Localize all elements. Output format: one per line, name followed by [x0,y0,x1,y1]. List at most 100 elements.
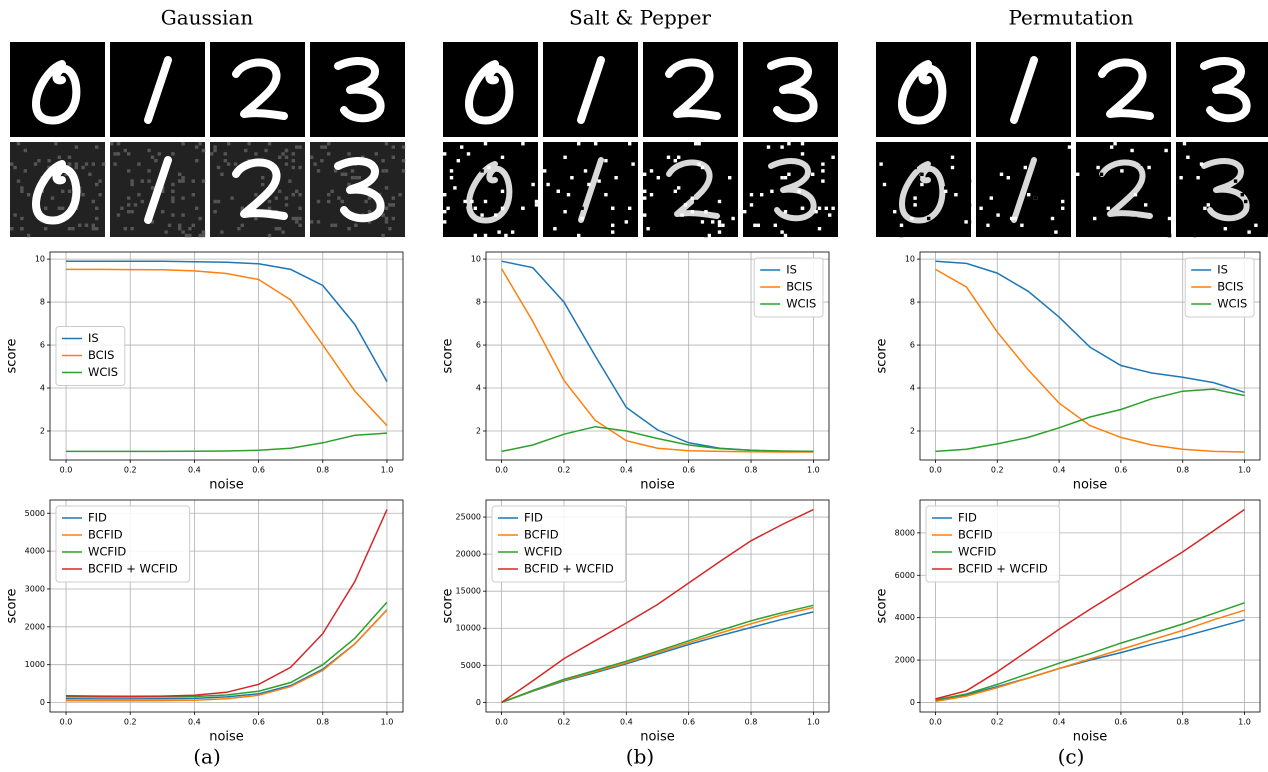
noise-pixel [320,159,324,163]
noise-pixel [1130,223,1134,227]
legend-label: IS [1217,263,1228,277]
noise-pixel [123,148,127,153]
noise-pixel [198,216,202,221]
noise-pixel [254,216,258,221]
noise-pixel [717,230,722,234]
noise-pixel [456,159,460,163]
noise-pixel [1189,142,1193,146]
legend-label: BCFID + WCFID [88,562,178,576]
digit-stroke [1200,57,1251,123]
noise-pixel [783,148,788,153]
x-tick-label: 1.0 [1238,718,1251,727]
noise-pixel [181,230,185,234]
legend-label: BCIS [1217,280,1243,294]
noise-pixel [643,162,647,166]
noise-pixel [760,142,764,146]
noise-pixel [316,199,321,204]
noise-pixel [213,199,217,204]
noise-pixel [694,199,698,204]
noise-pixel [288,179,292,183]
noise-pixel [920,213,924,217]
noise-pixel [254,193,258,197]
noise-pixel [127,196,131,200]
noise-pixel [573,159,577,163]
noise-pixel [690,193,694,197]
noise-pixel [264,148,268,153]
noise-pixel [1096,165,1100,170]
noise-pixel [514,230,518,234]
noise-pixel [1093,216,1097,221]
noise-pixel [766,145,771,149]
noise-pixel [150,220,155,224]
noise-pixel [181,142,185,146]
y-tick-label: 6 [910,341,915,350]
noise-pixel [98,193,102,197]
noise-pixel [483,159,488,163]
noise-pixel [127,210,131,214]
y-tick-label: 2 [910,426,915,435]
noise-pixel [123,227,127,231]
noise-pixel [1213,152,1217,156]
noise-pixel [13,213,17,217]
digit-image [110,142,206,238]
noise-pixel [449,169,454,173]
noise-pixel [1089,159,1093,163]
noise-pixel [993,196,997,200]
noise-pixel [74,145,78,149]
noise-pixel [67,189,72,193]
digit-image [543,42,638,137]
noise-pixel [1254,223,1258,227]
noise-pixel [1186,155,1190,159]
noise-pixel [643,213,647,217]
noise-pixel [483,199,488,204]
noise-pixel [95,145,99,149]
noise-pixel [724,145,728,149]
noise-pixel [500,189,505,193]
noise-pixel [181,179,185,183]
noise-pixel [899,220,904,224]
legend-box [753,257,824,318]
noise-pixel [240,206,244,210]
digit-stroke [32,160,81,225]
noise-pixel [240,223,244,227]
noise-pixel [954,193,958,197]
noise-pixel [384,216,389,221]
series-line [935,508,1245,700]
panel-title: Gaussian [161,6,254,30]
noise-pixel [84,223,89,227]
noise-pixel [354,223,358,227]
legend-label: WCFID [524,545,562,559]
noise-pixel [916,227,921,231]
noise-pixel [110,142,114,146]
noise-pixel [1067,145,1072,149]
digit-stroke [144,156,172,224]
noise-pixel [327,142,331,146]
noise-pixel [577,203,581,207]
noise-pixel [295,216,299,221]
noise-pixel [1254,179,1258,183]
noise-pixel [95,216,99,221]
y-tick-label: 5000 [461,661,481,670]
noise-pixel [230,196,234,200]
digit-image [210,42,305,137]
noise-pixel [74,162,78,166]
noise-pixel [244,148,248,153]
noise-pixel [707,233,711,238]
series-line [935,388,1245,453]
digit-image [443,142,539,238]
noise-pixel [81,165,85,170]
noise-pixel [500,206,505,210]
digit-stroke [466,161,513,224]
noise-pixel [583,169,588,173]
noise-pixel [181,196,185,200]
noise-pixel [783,233,788,238]
noise-pixel [893,210,897,214]
noise-pixel [1140,162,1144,166]
noise-pixel [521,206,525,210]
noise-pixel [1130,148,1134,153]
noise-pixel [494,203,498,207]
noise-pixel [811,172,815,176]
noise-pixel [1116,196,1121,200]
noise-pixel [10,162,14,166]
